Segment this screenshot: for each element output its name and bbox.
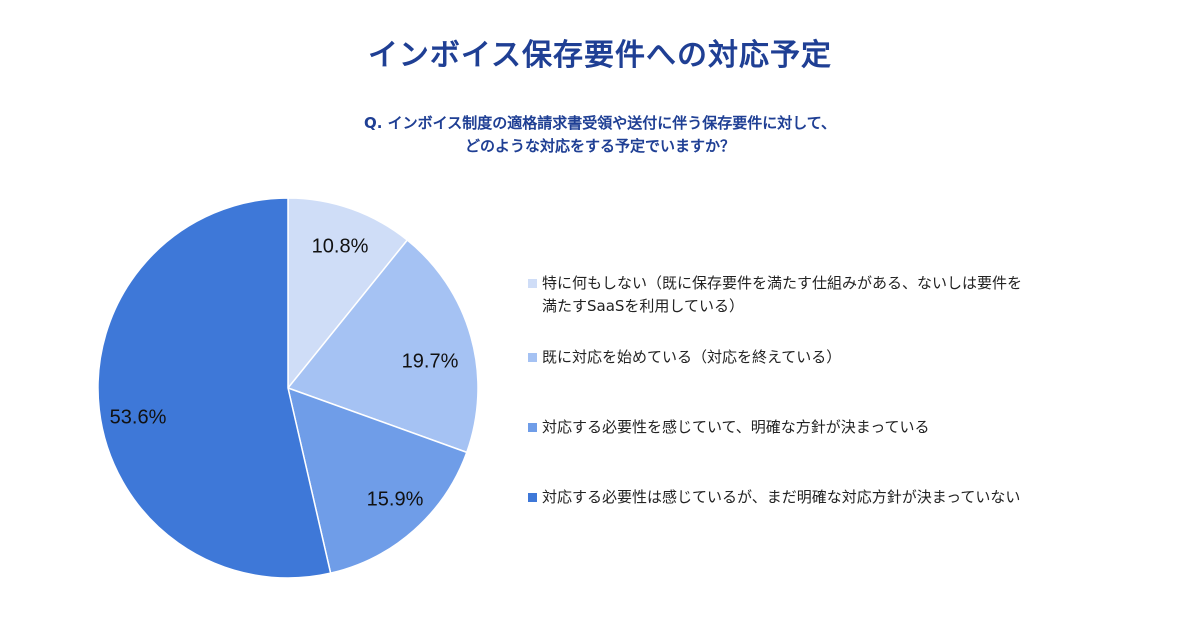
question-line-1: Q. インボイス制度の適格請求書受領や送付に伴う保存要件に対して、 — [363, 114, 837, 132]
pie-slice-4 — [97, 197, 332, 579]
legend-swatch — [528, 279, 537, 288]
legend-swatch — [528, 353, 537, 362]
legend-label: 対応する必要性は感じているが、まだ明確な対応方針が決まっていない — [542, 488, 1021, 506]
chart-title: インボイス保存要件への対応予定 — [367, 38, 833, 73]
pie-slice-2 — [286, 239, 479, 454]
pie-slice-3 — [286, 386, 468, 575]
legend-label: 既に対応を始めている（対応を終えている） — [542, 348, 842, 366]
legend-label: 特に何もしない（既に保存要件を満たす仕組みがある、ないしは要件を 満たすSaaS… — [542, 274, 1023, 315]
legend-swatch — [528, 493, 537, 502]
question-line-2: どのような対応をする予定でいますか？ — [464, 137, 735, 155]
legend-label: 対応する必要性を感じていて、明確な方針が決まっている — [542, 418, 930, 436]
slice-value-label-4: 53.6% — [110, 406, 167, 428]
slice-value-label-1: 10.8% — [312, 235, 369, 257]
pie-slice-1 — [287, 197, 409, 391]
slice-value-label-3: 15.9% — [367, 488, 424, 510]
pie-chart: 10.8% 19.7% 15.9% 53.6% — [97, 197, 479, 579]
question-text: Q. インボイス制度の適格請求書受領や送付に伴う保存要件に対して、 どのような対… — [0, 112, 1200, 158]
legend-swatch — [528, 423, 537, 432]
slice-value-label-2: 19.7% — [402, 350, 459, 372]
